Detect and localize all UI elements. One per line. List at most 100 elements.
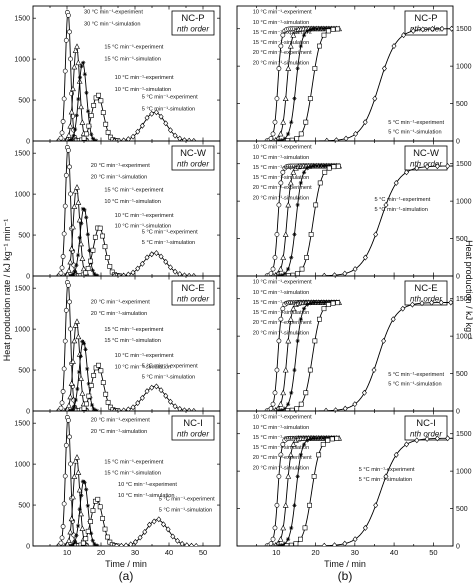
series-annotation: 10 °C min⁻¹-simulation bbox=[115, 364, 171, 370]
experiment-point-5 bbox=[449, 25, 453, 32]
experiment-point-5 bbox=[445, 435, 451, 442]
x-tick-label: 40 bbox=[165, 548, 173, 557]
simulation-curve-30 bbox=[237, 165, 339, 276]
experiment-point-10 bbox=[298, 401, 304, 407]
experiment-point-5 bbox=[342, 270, 348, 276]
simulation-curve-30 bbox=[237, 302, 339, 411]
series-annotation: 5 °C min⁻¹-simulation bbox=[142, 375, 195, 381]
experiment-point-15 bbox=[92, 541, 97, 546]
experiment-point-30 bbox=[61, 96, 67, 102]
experiment-point-5 bbox=[445, 163, 451, 170]
experiment-point-20 bbox=[67, 122, 74, 129]
x-tick-label: 50 bbox=[199, 548, 207, 557]
y-tick-label: 500 bbox=[18, 233, 30, 240]
sample-name: NC-E bbox=[181, 283, 204, 294]
y-tick-label: 1500 bbox=[14, 151, 30, 158]
experiment-point-5 bbox=[323, 407, 329, 411]
experiment-point-10 bbox=[104, 255, 110, 260]
experiment-point-30 bbox=[280, 441, 286, 447]
experiment-point-15 bbox=[74, 533, 79, 538]
simulation-curve-10 bbox=[237, 165, 339, 276]
x-tick-label: 50 bbox=[429, 548, 437, 557]
experiment-point-15 bbox=[74, 263, 79, 268]
experiment-point-10 bbox=[105, 399, 111, 405]
experiment-point-5 bbox=[163, 120, 169, 127]
experiment-point-15 bbox=[89, 531, 94, 536]
experiment-point-10 bbox=[316, 452, 322, 458]
series-annotation: 5 °C min⁻¹-simulation bbox=[388, 382, 441, 388]
series-annotation: 15 °C min⁻¹-experiment bbox=[253, 165, 312, 171]
experiment-point-10 bbox=[107, 539, 113, 545]
sample-name: NC-E bbox=[414, 283, 437, 294]
experiment-point-10 bbox=[88, 519, 93, 524]
experiment-point-10 bbox=[308, 232, 314, 237]
experiment-point-10 bbox=[307, 96, 313, 102]
reaction-order: nth order bbox=[177, 430, 209, 439]
experiment-point-5 bbox=[439, 25, 445, 32]
experiment-point-5 bbox=[165, 526, 171, 533]
experiment-point-15 bbox=[91, 406, 96, 411]
right-y-axis-label: Heat production / kJ kg⁻¹ bbox=[464, 240, 474, 340]
series-annotation: 10 °C min⁻¹-simulation bbox=[253, 155, 309, 161]
simulation-curve-10 bbox=[237, 302, 339, 411]
experiment-point-20 bbox=[76, 486, 83, 493]
experiment-point-5 bbox=[167, 398, 173, 405]
experiment-point-30 bbox=[62, 473, 68, 479]
experiment-point-10 bbox=[303, 390, 309, 396]
experiment-point-15 bbox=[71, 133, 76, 138]
experiment-point-15 bbox=[282, 136, 287, 141]
experiment-point-10 bbox=[312, 338, 318, 344]
series-annotation: 10 °C min⁻¹-simulation bbox=[104, 199, 160, 205]
y-tick-label: 500 bbox=[456, 101, 468, 108]
experiment-point-20 bbox=[67, 258, 74, 265]
experiment-point-15 bbox=[81, 341, 87, 346]
experiment-point-20 bbox=[75, 59, 82, 66]
experiment-point-5 bbox=[362, 254, 368, 261]
experiment-point-10 bbox=[97, 225, 103, 231]
experiment-point-15 bbox=[305, 438, 310, 443]
experiment-point-10 bbox=[100, 233, 105, 239]
series-annotation: 5 °C min⁻¹-simulation bbox=[388, 130, 441, 136]
experiment-point-30 bbox=[60, 524, 66, 529]
experiment-point-10 bbox=[97, 504, 103, 510]
experiment-point-15 bbox=[86, 381, 91, 386]
sample-name: NC-I bbox=[416, 418, 436, 429]
experiment-point-30 bbox=[63, 442, 69, 448]
experiment-point-10 bbox=[290, 272, 296, 276]
experiment-point-15 bbox=[317, 436, 323, 441]
series-annotation: 10 °C min⁻¹-simulation bbox=[253, 290, 309, 296]
series-annotation: 20 °C min⁻¹-simulation bbox=[253, 330, 309, 336]
experiment-point-10 bbox=[81, 135, 87, 141]
experiment-point-10 bbox=[295, 271, 300, 276]
experiment-point-15 bbox=[84, 90, 89, 95]
x-tick-label: 20 bbox=[311, 548, 319, 557]
experiment-point-5 bbox=[352, 401, 358, 408]
experiment-point-20 bbox=[72, 457, 79, 464]
experiment-point-20 bbox=[70, 358, 76, 364]
experiment-point-10 bbox=[105, 129, 111, 135]
series-annotation: 10 °C min⁻¹-experiment bbox=[115, 213, 174, 219]
experiment-point-10 bbox=[86, 123, 92, 129]
experiment-point-15 bbox=[295, 338, 300, 344]
simulation-curve-20 bbox=[237, 302, 339, 411]
experiment-point-5 bbox=[181, 272, 187, 276]
experiment-point-30 bbox=[63, 172, 69, 178]
experiment-point-15 bbox=[79, 64, 84, 69]
experiment-point-30 bbox=[60, 119, 66, 124]
series-annotation: 20 °C min⁻¹-simulation bbox=[91, 175, 147, 181]
experiment-point-5 bbox=[438, 299, 444, 306]
series-annotation: 10 °C min⁻¹-simulation bbox=[253, 20, 309, 26]
experiment-point-30 bbox=[58, 135, 64, 141]
y-tick-label: 1500 bbox=[456, 431, 472, 438]
experiment-point-5 bbox=[172, 403, 178, 410]
experiment-point-10 bbox=[325, 437, 331, 443]
experiment-point-5 bbox=[434, 435, 440, 442]
experiment-point-30 bbox=[67, 164, 72, 170]
experiment-point-5 bbox=[373, 231, 379, 238]
experiment-point-20 bbox=[287, 179, 294, 186]
experiment-point-15 bbox=[82, 480, 87, 485]
y-tick-label: 1000 bbox=[14, 192, 30, 199]
